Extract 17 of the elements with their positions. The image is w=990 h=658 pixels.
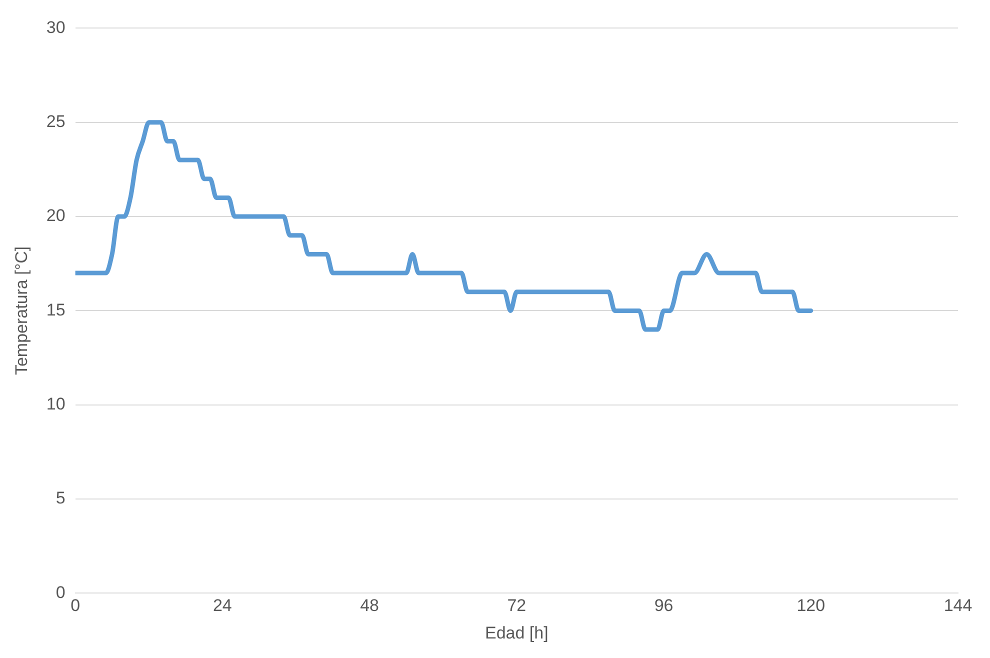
x-tick-label: 0: [70, 596, 80, 616]
y-tick-label: 15: [46, 300, 66, 320]
y-tick-label: 25: [46, 112, 66, 132]
y-axis-title: Temperatura [°C]: [12, 246, 31, 376]
x-tick-label: 72: [507, 596, 526, 616]
y-tick-label: 30: [46, 18, 66, 37]
x-tick-label: 120: [796, 596, 826, 616]
y-tick-label: 20: [46, 206, 66, 226]
x-tick-label: 144: [944, 596, 972, 616]
y-tick-label: 5: [56, 488, 66, 508]
y-tick-label: 10: [46, 394, 66, 414]
x-tick-label: 24: [212, 596, 232, 616]
x-tick-label: 96: [654, 596, 674, 616]
x-tick-label: 48: [360, 596, 379, 616]
line-series: [75, 120, 814, 332]
x-axis-title: Edad [h]: [484, 623, 548, 642]
y-tick-label: 0: [56, 582, 66, 602]
